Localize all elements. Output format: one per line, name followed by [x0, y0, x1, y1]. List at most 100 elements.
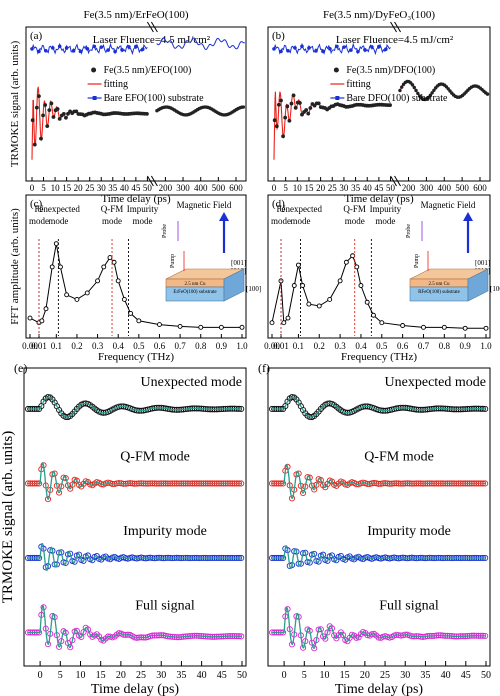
data-point	[316, 101, 321, 106]
data-point	[34, 105, 39, 110]
x-tick-label: 0.00	[22, 341, 38, 351]
mode-fit-curve	[272, 396, 486, 418]
mode-fit-curve	[272, 606, 486, 650]
substrate-point	[44, 48, 48, 53]
substrate-point	[37, 49, 41, 54]
x-tick-label: 5	[41, 183, 46, 193]
mode-label: mode	[345, 216, 365, 226]
substrate-point	[92, 44, 97, 49]
fft-point	[157, 322, 162, 328]
fft-point	[128, 310, 134, 316]
x-tick-label: 10	[319, 670, 329, 681]
mode-fit-curve	[28, 543, 242, 572]
fft-point	[327, 297, 333, 302]
legend-symbol	[335, 96, 340, 100]
x-tick-label: 500	[455, 183, 469, 193]
mode-fit-curve	[272, 545, 486, 570]
mode-label: mode	[29, 216, 49, 226]
mode-data-point	[322, 635, 329, 642]
x-tick-label: 50	[237, 670, 247, 681]
substrate-point	[321, 49, 325, 54]
data-point	[430, 91, 434, 95]
data-point	[41, 113, 45, 118]
inset-pump-label: Pump	[170, 254, 176, 268]
chart-title: Fe(3.5 nm)/ErFeO(100)	[83, 9, 188, 21]
data-point	[281, 134, 285, 139]
x-tick-label: 0.01	[273, 341, 289, 351]
x-axis-label: Time delay (ps)	[344, 193, 414, 205]
x-tick-label: 0.9	[216, 341, 228, 351]
axis-break-mark	[150, 175, 158, 187]
x-tick-label: 0.7	[174, 341, 186, 351]
data-point	[43, 103, 48, 107]
chart-title: Fe(3.5 nm)/DyFeO₃(100)	[323, 9, 435, 21]
legend-label: Bare DFO(100) substrate	[346, 93, 448, 104]
mode-trace-label: Full signal	[379, 599, 439, 614]
axis-break-mark	[394, 21, 401, 33]
fft-point	[218, 324, 224, 330]
x-tick-label: 0	[272, 183, 277, 193]
mode-data-point	[311, 645, 318, 652]
x-tick-label: 0.4	[113, 341, 125, 351]
fft-point	[400, 323, 406, 328]
inset-substrate-label: RFeO(100) substrate	[418, 290, 461, 295]
substrate-point	[57, 44, 62, 49]
fft-point	[343, 259, 349, 265]
x-tick-label: 30	[339, 183, 349, 193]
data-point	[30, 118, 35, 123]
y-axis-label: FFT amplitude (arb. units)	[9, 208, 21, 325]
fft-point	[316, 303, 322, 309]
fft-point	[239, 324, 245, 330]
fft-point	[295, 262, 301, 268]
data-point	[432, 88, 436, 92]
data-point	[485, 92, 490, 96]
x-tick-label: 5	[283, 183, 288, 193]
x-tick-label: 40	[197, 670, 207, 681]
fft-point	[441, 324, 447, 330]
plot-frame	[25, 194, 247, 339]
mode-data-point	[315, 558, 322, 565]
x-tick-label: 20	[116, 670, 126, 681]
x-tick-label: 0.00	[264, 341, 280, 351]
inset-layer-label: 2.5 nm Cu	[185, 282, 206, 287]
inset-substrate-label: ErFeO(100) substrate	[173, 290, 217, 295]
mode-label: Unexpected	[37, 204, 80, 214]
data-point	[61, 111, 66, 116]
x-tick-label: 20	[360, 670, 370, 681]
substrate-point	[286, 48, 290, 53]
substrate-point	[106, 48, 110, 52]
data-point	[285, 104, 290, 109]
x-tick-label: 20	[316, 183, 326, 193]
data-point	[412, 85, 416, 90]
substrate-point	[335, 44, 339, 49]
mode-data-point	[320, 551, 327, 558]
mode-data-point	[44, 641, 52, 648]
data-point	[39, 136, 43, 141]
x-tick-label: 400	[194, 183, 208, 193]
data-point	[291, 93, 296, 98]
x-tick-label: 5	[58, 670, 63, 681]
axis-break-mark	[146, 21, 154, 33]
substrate-point	[293, 46, 297, 50]
axis-break-mark	[150, 21, 158, 33]
fft-point	[84, 290, 90, 296]
x-tick-label: 25	[85, 183, 95, 193]
data-point	[241, 105, 246, 109]
mode-label: mode	[102, 216, 122, 226]
x-tick-label: 15	[96, 670, 106, 681]
substrate-point	[370, 45, 374, 49]
substrate-point	[328, 47, 332, 51]
x-tick-label: 45	[131, 183, 141, 193]
x-tick-label: 0.1	[51, 341, 62, 351]
substrate-trace	[156, 37, 245, 51]
panel-label: (a)	[30, 30, 43, 42]
x-tick-label: 0.9	[460, 341, 472, 351]
mode-data-point	[71, 558, 78, 565]
y-axis-label: TRMOKE signal (arb. units)	[9, 40, 21, 167]
fft-point	[285, 315, 291, 321]
data-point	[287, 118, 292, 123]
x-tick-label: 50	[143, 183, 153, 193]
x-tick-label: 45	[374, 183, 384, 193]
mode-label: Fe	[277, 204, 286, 214]
